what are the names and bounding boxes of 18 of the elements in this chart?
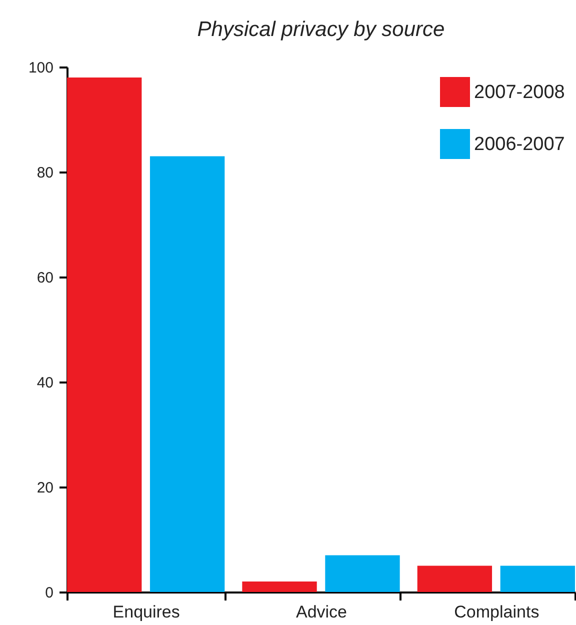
y-tick-label: 100 <box>28 60 54 76</box>
x-tick-label: Advice <box>296 602 348 622</box>
y-tick-label: 80 <box>36 164 54 182</box>
legend-label: 2006-2007 <box>474 134 565 155</box>
bar <box>67 78 142 592</box>
x-tick-label: Enquires <box>112 602 180 622</box>
bar <box>242 582 317 592</box>
bar <box>325 555 400 592</box>
y-tick-label: 20 <box>36 480 54 496</box>
legend-label: 2007-2008 <box>474 82 565 103</box>
x-tick-label: Complaints <box>454 602 540 622</box>
y-tick-label: 40 <box>36 374 54 392</box>
y-tick-label: 60 <box>36 270 54 286</box>
bar <box>417 566 492 592</box>
bar <box>500 566 575 592</box>
chart-title: Physical privacy by source <box>197 18 445 41</box>
bar <box>150 156 225 592</box>
y-tick-label: 0 <box>45 584 54 602</box>
